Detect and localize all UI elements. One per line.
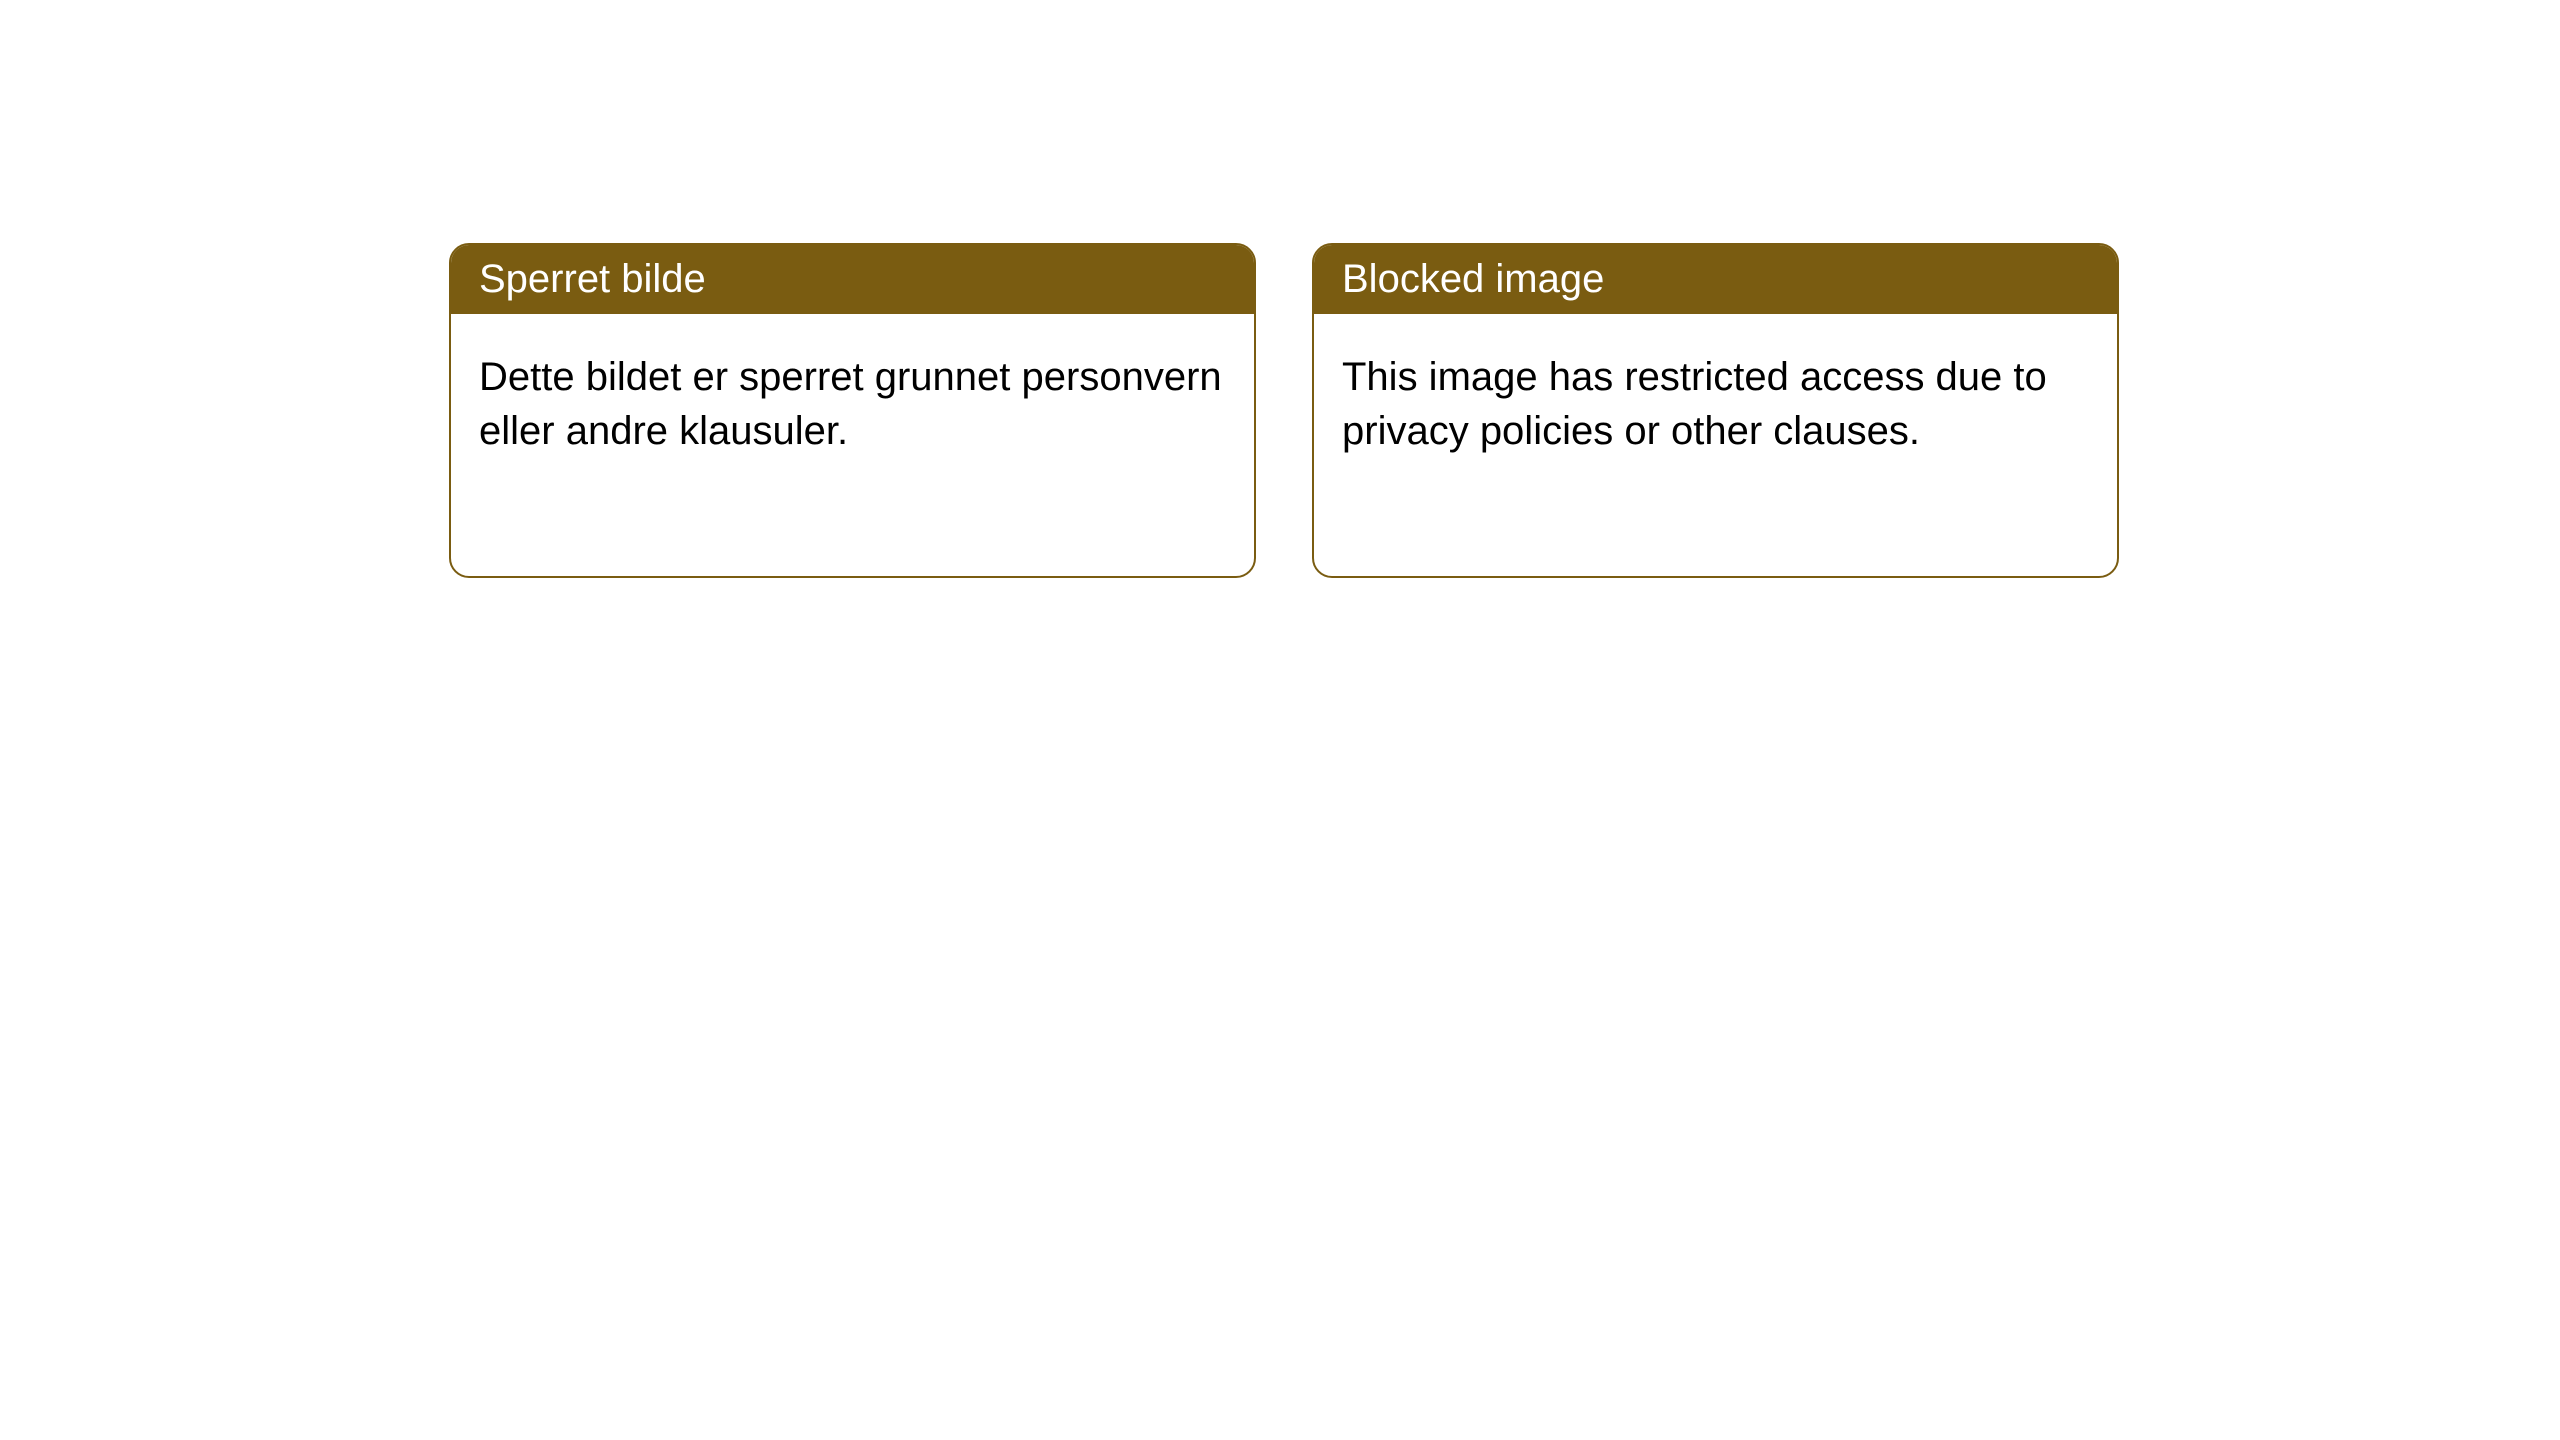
notice-header: Sperret bilde [451,245,1254,314]
notice-container: Sperret bilde Dette bildet er sperret gr… [449,243,2119,578]
notice-body: This image has restricted access due to … [1314,314,2117,494]
notice-body: Dette bildet er sperret grunnet personve… [451,314,1254,494]
notice-card-english: Blocked image This image has restricted … [1312,243,2119,578]
notice-card-norwegian: Sperret bilde Dette bildet er sperret gr… [449,243,1256,578]
notice-header: Blocked image [1314,245,2117,314]
